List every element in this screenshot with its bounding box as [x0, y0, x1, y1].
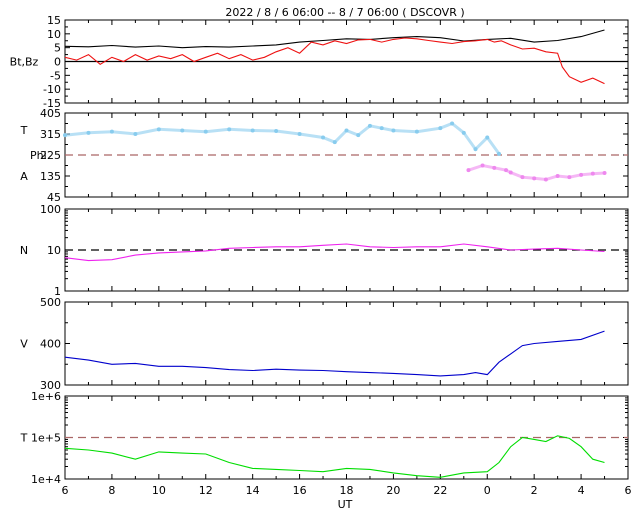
series-Phi-toward	[63, 121, 501, 156]
y-tick-label: 0	[54, 56, 61, 69]
y-axis-label: T	[20, 432, 28, 445]
y-tick-label: 500	[40, 296, 61, 309]
y-tick-label: 315	[40, 128, 61, 141]
y-tick-label: 10	[47, 28, 61, 41]
x-tick-label: 12	[199, 484, 213, 497]
y-tick-label: 15	[47, 14, 61, 27]
series-line-V	[64, 330, 605, 377]
x-tick-label: 8	[108, 484, 115, 497]
series-line-Bz	[64, 37, 605, 85]
series-line-T	[64, 435, 605, 478]
panel-density: 100 10 1 N	[20, 203, 629, 298]
x-tick-label: 16	[293, 484, 307, 497]
x-tick-label: 6	[625, 484, 632, 497]
y-tick-label: 225	[40, 149, 61, 162]
x-tick-label: 4	[578, 484, 585, 497]
y-tick-label: 5	[54, 42, 61, 55]
y-axis-label: Bt,Bz	[10, 56, 39, 69]
y-axis-label: T	[20, 124, 28, 137]
y-tick-label: 1e+5	[31, 432, 61, 445]
x-tick-label: 10	[152, 484, 166, 497]
y-tick-label: 1	[54, 285, 61, 298]
x-tick-label: 2	[531, 484, 538, 497]
x-tick-label: 6	[62, 484, 69, 497]
x-axis-label: UT	[338, 498, 353, 511]
y-tick-label: 10	[47, 244, 61, 257]
series-line-Bt	[64, 29, 605, 49]
y-axis-label: N	[20, 244, 28, 257]
series-line	[64, 121, 501, 155]
y-tick-label: 100	[40, 203, 61, 216]
y-axis-label: Phi	[30, 149, 47, 162]
panel-speed: 500 400 300 V	[20, 296, 629, 392]
x-axis: 6 8 10 12 14 16 18 20 22 0 2 4 6	[62, 484, 632, 497]
y-tick-label: 300	[40, 379, 61, 392]
y-tick-label: 1e+4	[31, 473, 61, 486]
series-line-N	[64, 243, 605, 262]
y-tick-label: 405	[40, 107, 61, 120]
x-tick-label: 18	[340, 484, 354, 497]
y-tick-label: -15	[43, 97, 61, 110]
y-axis-label: A	[20, 170, 28, 183]
y-tick-label: 400	[40, 338, 61, 351]
panel-frame	[64, 301, 629, 386]
chart-title: 2022 / 8 / 6 06:00 -- 8 / 7 06:00 ( DSCO…	[225, 6, 464, 19]
x-tick-label: 22	[433, 484, 447, 497]
x-tick-label: 14	[246, 484, 260, 497]
y-tick-label: 45	[47, 191, 61, 204]
series-Phi-away	[466, 163, 607, 182]
series-line	[468, 163, 605, 182]
y-tick-label: -5	[50, 69, 61, 82]
y-tick-label: -10	[43, 83, 61, 96]
x-tick-label: 0	[484, 484, 491, 497]
y-axis-label: V	[20, 338, 28, 351]
y-tick-label: 1e+6	[31, 390, 61, 403]
panel-temperature: 1e+6 1e+5 1e+4 T	[20, 390, 629, 486]
y-tick-label: 135	[40, 170, 61, 183]
panels: 151050-5-10-15Bt,Bz40531522513545TPhiA10…	[10, 14, 629, 486]
x-tick-label: 20	[386, 484, 400, 497]
